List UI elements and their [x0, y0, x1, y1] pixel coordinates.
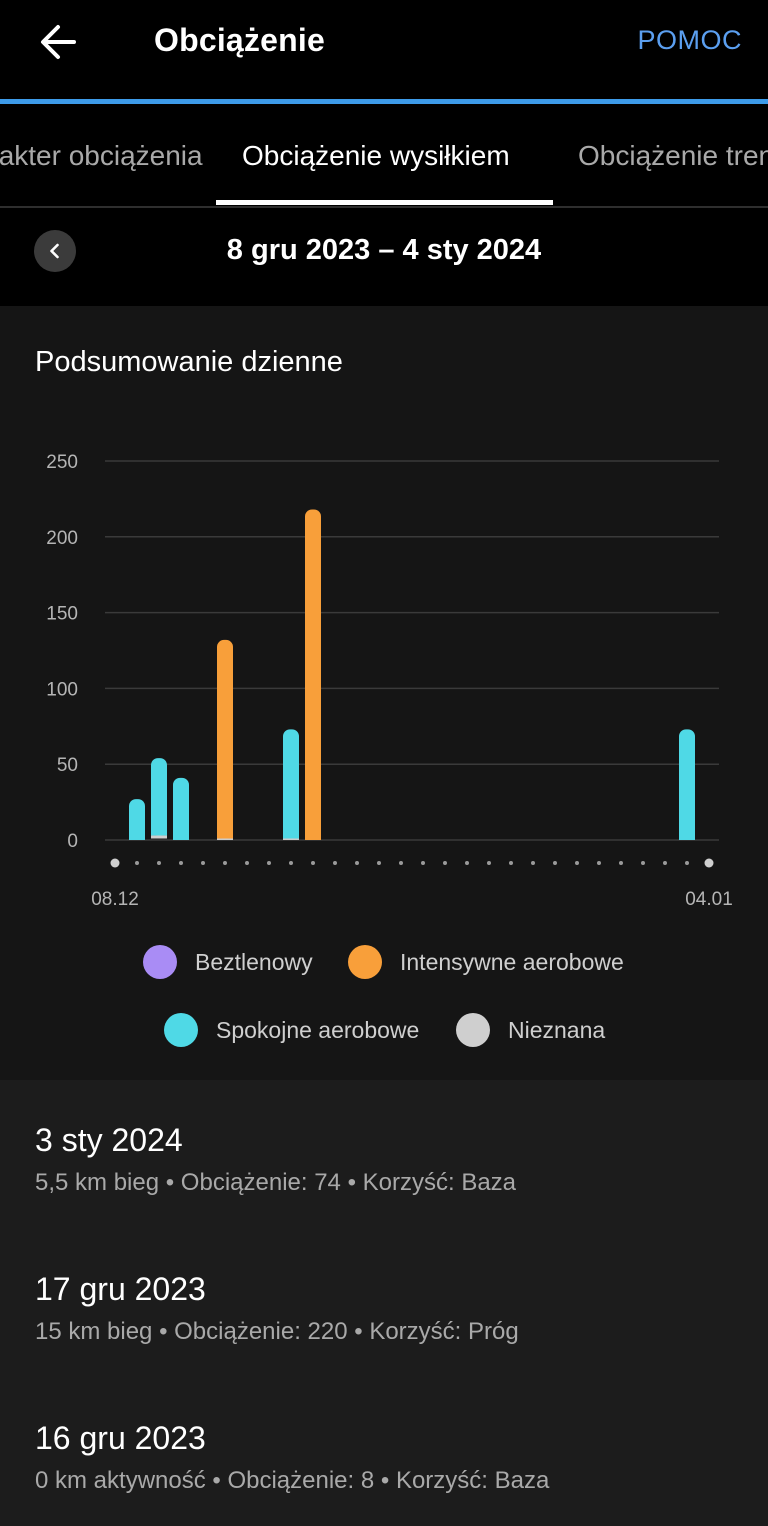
previous-range-button[interactable]: [34, 230, 76, 272]
list-item[interactable]: 16 gru 2023 0 km aktywność • Obciążenie:…: [35, 1420, 549, 1495]
x-day-dot: [553, 861, 557, 865]
x-day-dot: [531, 861, 535, 865]
app-bar: Obciążenie POMOC: [0, 0, 768, 100]
date-range-bar: 8 gru 2023 – 4 sty 2024: [0, 208, 768, 306]
legend-dot-anaerobic: [143, 945, 177, 979]
help-button[interactable]: POMOC: [637, 25, 742, 55]
bar-segment[interactable]: [129, 799, 145, 840]
bar-segment-base: [217, 830, 233, 839]
legend-item-anaerobic: Beztlenowy: [143, 945, 313, 979]
y-tick-label: 150: [46, 604, 78, 625]
daily-load-chart: 0 50 100 150 200 250 08.12 04.01: [46, 452, 733, 910]
y-tick-label: 250: [46, 452, 78, 473]
x-day-dot: [641, 861, 645, 865]
legend-item-unknown: Nieznana: [456, 1013, 605, 1047]
legend-label-low-aerobic: Spokojne aerobowe: [216, 1016, 420, 1043]
page-title: Obciążenie: [154, 22, 325, 58]
tab-bar: Charakter obciążenia Obciążenie wysiłkie…: [0, 104, 768, 208]
y-tick-label: 100: [46, 679, 78, 700]
legend-dot-unknown: [456, 1013, 490, 1047]
entry-detail: 0 km aktywność • Obciążenie: 8 • Korzyść…: [35, 1467, 550, 1494]
bar-segment-base: [173, 832, 189, 840]
y-tick-label: 50: [57, 755, 78, 776]
x-day-dot: [465, 861, 469, 865]
bar-segment[interactable]: [283, 838, 299, 840]
legend-label-high-aerobic: Intensywne aerobowe: [400, 948, 624, 975]
legend-item-high-aerobic: Intensywne aerobowe: [348, 945, 624, 979]
x-day-dot: [443, 861, 447, 865]
chevron-left-icon: [50, 243, 59, 259]
bar-segment[interactable]: [151, 835, 167, 839]
legend-label-unknown: Nieznana: [508, 1016, 606, 1043]
x-day-dot: [289, 861, 293, 865]
legend-item-low-aerobic: Spokojne aerobowe: [164, 1013, 419, 1047]
active-tab-indicator: [216, 200, 553, 205]
bar-segment-base: [151, 827, 167, 836]
x-day-dot: [597, 861, 601, 865]
bar-segment[interactable]: [217, 639, 233, 839]
x-day-dot: [487, 861, 491, 865]
x-day-dot: [179, 861, 183, 865]
x-day-dot: [685, 861, 689, 865]
accent-divider: [0, 99, 768, 104]
chart-title: Podsumowanie dzienne: [35, 346, 343, 378]
bar-segment[interactable]: [151, 758, 167, 836]
x-day-dot: [399, 861, 403, 865]
x-day-dot: [663, 861, 667, 865]
tab-exercise-load[interactable]: Obciążenie wysiłkiem: [242, 140, 510, 171]
y-tick-label: 0: [67, 831, 78, 852]
x-day-dot: [333, 861, 337, 865]
x-day-dot: [509, 861, 513, 865]
entry-date: 16 gru 2023: [35, 1420, 206, 1456]
date-range-label: 8 gru 2023 – 4 sty 2024: [226, 234, 542, 266]
x-tick-label-end: 04.01: [685, 889, 733, 910]
x-day-dot: [377, 861, 381, 865]
x-day-dot: [135, 861, 139, 865]
activity-list: 3 sty 2024 5,5 km bieg • Obciążenie: 74 …: [0, 1080, 768, 1526]
entry-date: 3 sty 2024: [35, 1122, 183, 1158]
x-day-dot: [110, 858, 120, 868]
bar-segment-base: [283, 830, 299, 839]
bar-segment[interactable]: [283, 729, 299, 839]
legend-dot-high-aerobic: [348, 945, 382, 979]
legend-dot-low-aerobic: [164, 1013, 198, 1047]
bar-segment-base: [129, 832, 145, 840]
list-item[interactable]: 17 gru 2023 15 km bieg • Obciążenie: 220…: [35, 1271, 519, 1346]
bar-segment[interactable]: [173, 777, 189, 840]
daily-summary-card: Podsumowanie dzienne 0 50 100 150 200 250 08.…: [0, 306, 768, 1080]
x-day-dot: [267, 861, 271, 865]
x-day-dot: [575, 861, 579, 865]
arrow-left-icon: [41, 25, 76, 59]
y-tick-label: 200: [46, 528, 78, 549]
bar-segment-base: [679, 832, 695, 840]
bar-segment[interactable]: [217, 838, 233, 840]
entry-date: 17 gru 2023: [35, 1271, 206, 1307]
bar-segment[interactable]: [305, 509, 321, 840]
list-item[interactable]: 3 sty 2024 5,5 km bieg • Obciążenie: 74 …: [35, 1122, 516, 1197]
legend-label-anaerobic: Beztlenowy: [195, 948, 313, 975]
x-day-dot: [311, 861, 315, 865]
x-day-dot: [421, 861, 425, 865]
back-button[interactable]: [30, 14, 86, 70]
x-day-dot: [157, 861, 161, 865]
entry-detail: 15 km bieg • Obciążenie: 220 • Korzyść: …: [35, 1318, 519, 1345]
bar-segment[interactable]: [679, 729, 695, 840]
entry-detail: 5,5 km bieg • Obciążenie: 74 • Korzyść: …: [35, 1169, 517, 1196]
bar-segment-base: [305, 832, 321, 840]
x-tick-label-start: 08.12: [91, 889, 139, 910]
x-day-dot: [245, 861, 249, 865]
x-day-dot: [704, 858, 714, 868]
tab-training-load[interactable]: Obciążenie treningowe: [578, 140, 768, 171]
x-day-dot: [355, 861, 359, 865]
x-day-dot: [619, 861, 623, 865]
x-day-dot: [223, 861, 227, 865]
tab-load-focus[interactable]: Charakter obciążenia: [0, 140, 203, 171]
x-day-dot: [201, 861, 205, 865]
